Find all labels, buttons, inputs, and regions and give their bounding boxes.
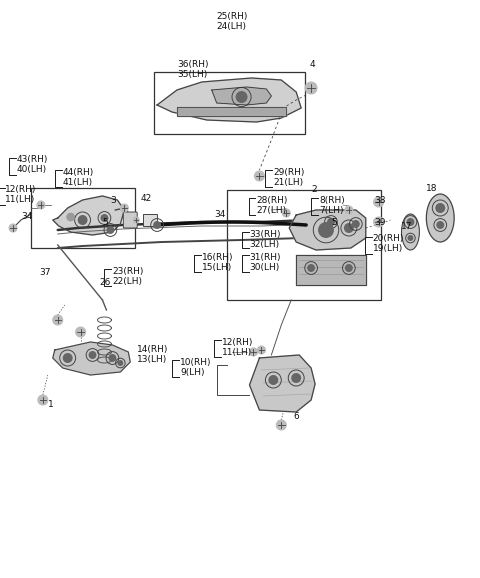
Circle shape	[76, 327, 85, 337]
Text: 8(RH)
7(LH): 8(RH) 7(LH)	[319, 196, 345, 216]
Circle shape	[307, 264, 315, 272]
Polygon shape	[212, 87, 271, 105]
Text: 17: 17	[400, 222, 412, 231]
Text: 26: 26	[99, 278, 111, 287]
Text: 3: 3	[110, 196, 116, 205]
Bar	[154, 72, 305, 134]
Circle shape	[63, 353, 72, 363]
Text: 20(RH)
19(LH): 20(RH) 19(LH)	[372, 234, 404, 253]
Text: 5: 5	[102, 218, 108, 227]
Polygon shape	[296, 255, 366, 285]
Polygon shape	[157, 78, 301, 122]
Bar	[31, 188, 135, 248]
Circle shape	[117, 360, 123, 366]
Circle shape	[318, 222, 334, 238]
Bar	[227, 190, 381, 300]
Text: 43(RH)
40(LH): 43(RH) 40(LH)	[17, 155, 48, 175]
Circle shape	[120, 204, 128, 212]
Text: 36(RH)
35(LH): 36(RH) 35(LH)	[177, 60, 208, 79]
Circle shape	[88, 351, 96, 359]
Polygon shape	[250, 355, 315, 412]
Text: 29(RH)
21(LH): 29(RH) 21(LH)	[273, 168, 305, 187]
Ellipse shape	[401, 214, 420, 250]
Text: 16(RH)
15(LH): 16(RH) 15(LH)	[202, 253, 233, 272]
Circle shape	[436, 221, 444, 229]
Ellipse shape	[426, 194, 454, 242]
Text: 4: 4	[309, 60, 315, 69]
Circle shape	[236, 91, 248, 103]
Polygon shape	[289, 210, 366, 250]
Circle shape	[133, 217, 139, 223]
Circle shape	[407, 218, 414, 226]
Circle shape	[374, 217, 384, 227]
Text: 5: 5	[331, 218, 336, 227]
Circle shape	[268, 375, 278, 385]
Text: 10(RH)
9(LH): 10(RH) 9(LH)	[180, 358, 212, 377]
Polygon shape	[53, 196, 124, 235]
Circle shape	[305, 82, 317, 94]
Circle shape	[435, 203, 445, 213]
Text: 12(RH)
11(LH): 12(RH) 11(LH)	[222, 338, 253, 357]
Polygon shape	[177, 107, 286, 116]
Circle shape	[276, 420, 286, 430]
Text: 34: 34	[21, 212, 32, 221]
Text: 37: 37	[39, 268, 50, 277]
Bar	[143, 214, 157, 226]
Circle shape	[37, 201, 45, 209]
Text: 44(RH)
41(LH): 44(RH) 41(LH)	[63, 168, 94, 187]
Text: 18: 18	[426, 184, 438, 193]
Text: 42: 42	[140, 194, 152, 203]
Circle shape	[291, 373, 301, 383]
Circle shape	[374, 197, 384, 207]
Circle shape	[107, 226, 114, 234]
Circle shape	[345, 206, 353, 214]
Circle shape	[67, 213, 74, 221]
Circle shape	[78, 215, 87, 225]
Circle shape	[100, 214, 108, 222]
Text: 34: 34	[215, 210, 226, 219]
Text: 2: 2	[311, 185, 317, 194]
Text: 6: 6	[293, 412, 299, 421]
Text: 33(RH)
32(LH): 33(RH) 32(LH)	[250, 230, 281, 249]
FancyBboxPatch shape	[123, 212, 137, 228]
Circle shape	[9, 224, 17, 232]
Text: 14(RH)
13(LH): 14(RH) 13(LH)	[137, 345, 168, 364]
Polygon shape	[53, 342, 130, 375]
Circle shape	[282, 209, 290, 217]
Text: 25(RH)
24(LH): 25(RH) 24(LH)	[216, 12, 247, 31]
Circle shape	[254, 171, 264, 181]
Text: 38: 38	[375, 196, 386, 205]
Text: 1: 1	[48, 400, 54, 409]
Text: 31(RH)
30(LH): 31(RH) 30(LH)	[250, 253, 281, 272]
Circle shape	[53, 315, 63, 325]
Circle shape	[327, 218, 335, 226]
Text: 23(RH)
22(LH): 23(RH) 22(LH)	[112, 267, 144, 287]
Text: 28(RH)
27(LH): 28(RH) 27(LH)	[256, 196, 288, 216]
Circle shape	[344, 223, 354, 233]
Circle shape	[408, 235, 413, 241]
Circle shape	[108, 354, 116, 362]
Text: 39: 39	[375, 218, 386, 227]
Circle shape	[250, 348, 257, 356]
Text: 12(RH)
11(LH): 12(RH) 11(LH)	[5, 185, 36, 205]
Circle shape	[257, 346, 265, 354]
Circle shape	[345, 264, 353, 272]
Circle shape	[153, 221, 161, 229]
Circle shape	[352, 220, 360, 228]
Circle shape	[38, 395, 48, 405]
